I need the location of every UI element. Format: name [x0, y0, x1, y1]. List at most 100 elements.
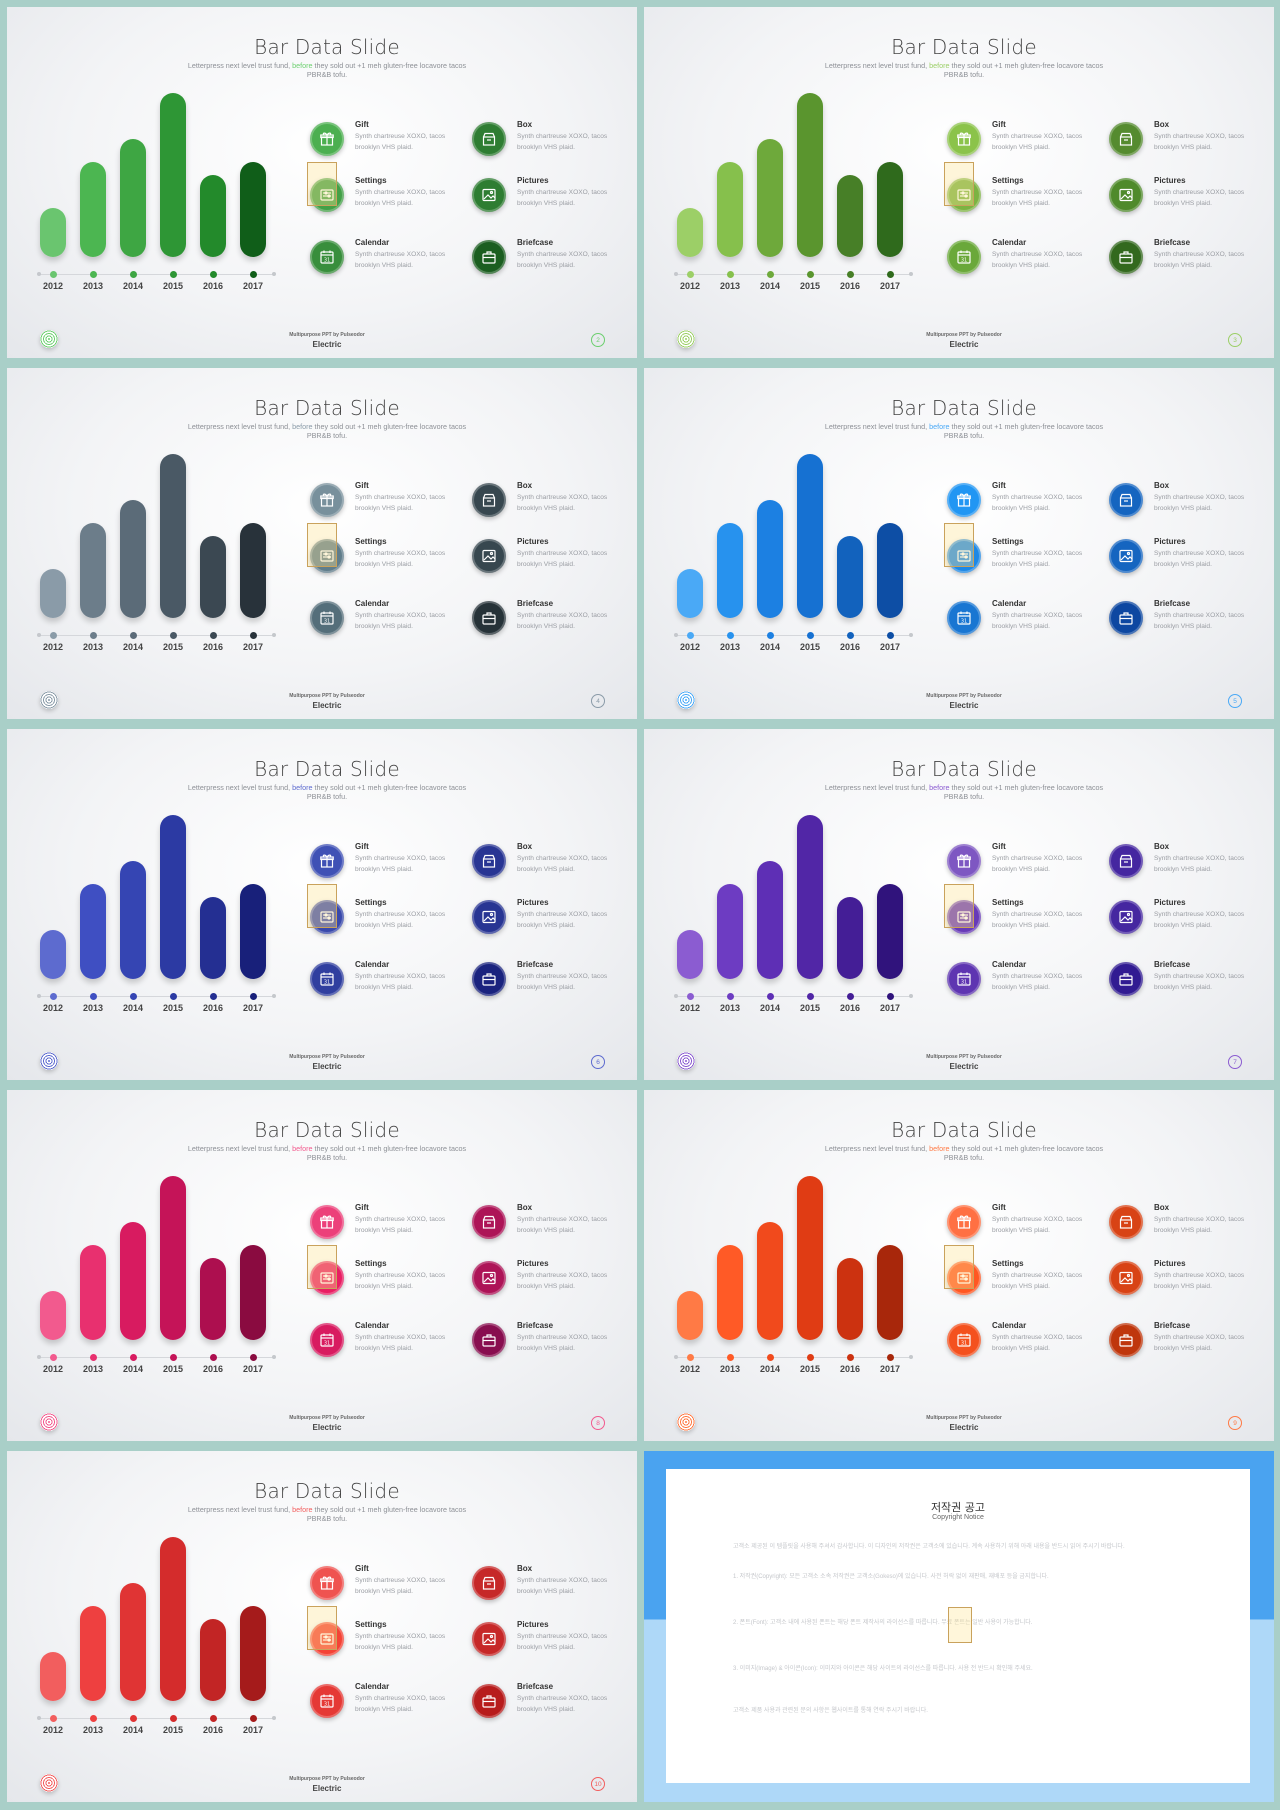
year-dot	[249, 271, 257, 278]
year-label: 2013	[82, 281, 104, 291]
axis-end-dot	[909, 994, 913, 998]
chart-axis	[676, 274, 912, 275]
chart-bar	[160, 1537, 186, 1701]
settings-icon-glyph	[320, 550, 334, 562]
pictures-icon	[472, 539, 506, 573]
year-label: 2017	[242, 281, 264, 291]
briefcase-icon	[1109, 962, 1143, 996]
feature-title: Briefcase	[517, 1321, 554, 1330]
settings-icon-glyph	[320, 1633, 334, 1645]
feature-title: Gift	[355, 120, 369, 129]
year-dot	[49, 1715, 57, 1722]
bar-data-slide: Bar Data Slide Letterpress next level tru…	[644, 729, 1274, 1080]
chart-bar	[200, 1619, 226, 1701]
box-icon-glyph	[482, 132, 496, 146]
chart-bar	[160, 1176, 186, 1340]
feature-title: Settings	[992, 176, 1024, 185]
feature-title: Briefcase	[1154, 238, 1191, 247]
year-dot	[129, 1715, 137, 1722]
subtitle-text: they sold out +1 meh gluten-free locavor…	[943, 783, 1104, 801]
chart-bar	[160, 93, 186, 257]
gift-icon	[310, 1205, 344, 1239]
box-icon	[472, 122, 506, 156]
feature-title: Gift	[355, 1203, 369, 1212]
year-label: 2016	[202, 1003, 224, 1013]
feature-title: Box	[517, 842, 533, 851]
feature-title: Box	[1154, 481, 1170, 490]
feature-description: Synth chartreuse XOXO, tacos brooklyn VH…	[992, 189, 1083, 207]
slide-subtitle: Letterpress next level trust fund, befor…	[814, 422, 1114, 440]
chart-bar	[80, 1605, 106, 1701]
watermark-badge	[307, 523, 337, 567]
feature-description: Synth chartreuse XOXO, tacos brooklyn VH…	[992, 251, 1083, 269]
axis-end-dot	[272, 1716, 276, 1720]
feature-title: Pictures	[517, 176, 549, 185]
fingerprint-icon	[40, 1413, 58, 1431]
page-number: 8	[591, 1416, 605, 1430]
feature-description: Synth chartreuse XOXO, tacos brooklyn VH…	[517, 1695, 608, 1713]
box-icon-glyph	[482, 493, 496, 507]
chart-axis	[39, 1357, 275, 1358]
year-label: 2014	[122, 1725, 144, 1735]
subtitle-highlight: before	[929, 783, 950, 792]
year-label: 2016	[839, 281, 861, 291]
settings-icon	[947, 178, 981, 212]
calendar-icon-glyph: 31	[957, 250, 971, 264]
box-icon-glyph	[482, 1576, 496, 1590]
chart-bar	[160, 454, 186, 618]
page-number: 3	[1228, 333, 1242, 347]
year-label: 2017	[879, 1003, 901, 1013]
bar-data-slide: Bar Data Slide Letterpress next level tru…	[7, 1451, 637, 1802]
box-icon-glyph	[1119, 493, 1133, 507]
year-label: 2016	[202, 281, 224, 291]
year-label: 2012	[679, 642, 701, 652]
footer-name: Electric	[312, 340, 342, 349]
feature-description: Synth chartreuse XOXO, tacos brooklyn VH…	[355, 189, 446, 207]
feature-description: Synth chartreuse XOXO, tacos brooklyn VH…	[517, 494, 608, 512]
year-dot	[846, 993, 854, 1000]
fingerprint-icon	[40, 1774, 58, 1792]
chart-bar	[717, 883, 743, 979]
gift-icon-glyph	[320, 132, 334, 146]
feature-description: Synth chartreuse XOXO, tacos brooklyn VH…	[517, 973, 608, 991]
axis-end-dot	[272, 994, 276, 998]
footer-name: Electric	[949, 340, 979, 349]
subtitle-text: they sold out +1 meh gluten-free locavor…	[306, 783, 467, 801]
year-dot	[129, 271, 137, 278]
feature-description: Synth chartreuse XOXO, tacos brooklyn VH…	[355, 612, 446, 630]
year-label: 2015	[162, 1003, 184, 1013]
copyright-paragraph: 고객소 제공된 이 템플릿을 사용해 주셔서 감사합니다. 이 디자인의 저작권…	[733, 1544, 1125, 1550]
feature-title: Settings	[355, 1620, 387, 1629]
chart-axis	[676, 635, 912, 636]
feature-title: Gift	[355, 1564, 369, 1573]
slide-title: Bar Data Slide	[254, 1479, 400, 1503]
feature-title: Briefcase	[517, 960, 554, 969]
year-label: 2017	[879, 281, 901, 291]
axis-end-dot	[37, 1355, 41, 1359]
fingerprint-icon	[677, 691, 695, 709]
watermark-badge	[307, 884, 337, 928]
year-dot	[129, 993, 137, 1000]
feature-description: Synth chartreuse XOXO, tacos brooklyn VH…	[992, 911, 1083, 929]
feature-title: Gift	[992, 481, 1006, 490]
watermark-badge	[307, 1245, 337, 1289]
pictures-icon	[1109, 539, 1143, 573]
settings-icon	[947, 900, 981, 934]
briefcase-icon	[1109, 240, 1143, 274]
subtitle-highlight: before	[292, 1505, 313, 1514]
briefcase-icon-glyph	[482, 612, 496, 625]
settings-icon-glyph	[957, 911, 971, 923]
svg-text:31: 31	[324, 1701, 330, 1707]
subtitle-highlight: before	[292, 61, 313, 70]
year-label: 2014	[759, 1003, 781, 1013]
copyright-paragraph: 1. 저작권(Copyright): 모든 고객소 소속 저작권은 고객소(Go…	[733, 1574, 1049, 1580]
chart-bar	[40, 207, 66, 257]
year-label: 2015	[799, 1364, 821, 1374]
calendar-icon: 31	[947, 240, 981, 274]
briefcase-icon	[472, 1323, 506, 1357]
year-dot	[169, 1715, 177, 1722]
subtitle-text: they sold out +1 meh gluten-free locavor…	[943, 1144, 1104, 1162]
briefcase-icon-glyph	[1119, 612, 1133, 625]
feature-description: Synth chartreuse XOXO, tacos brooklyn VH…	[355, 251, 446, 269]
feature-description: Synth chartreuse XOXO, tacos brooklyn VH…	[1154, 550, 1245, 568]
